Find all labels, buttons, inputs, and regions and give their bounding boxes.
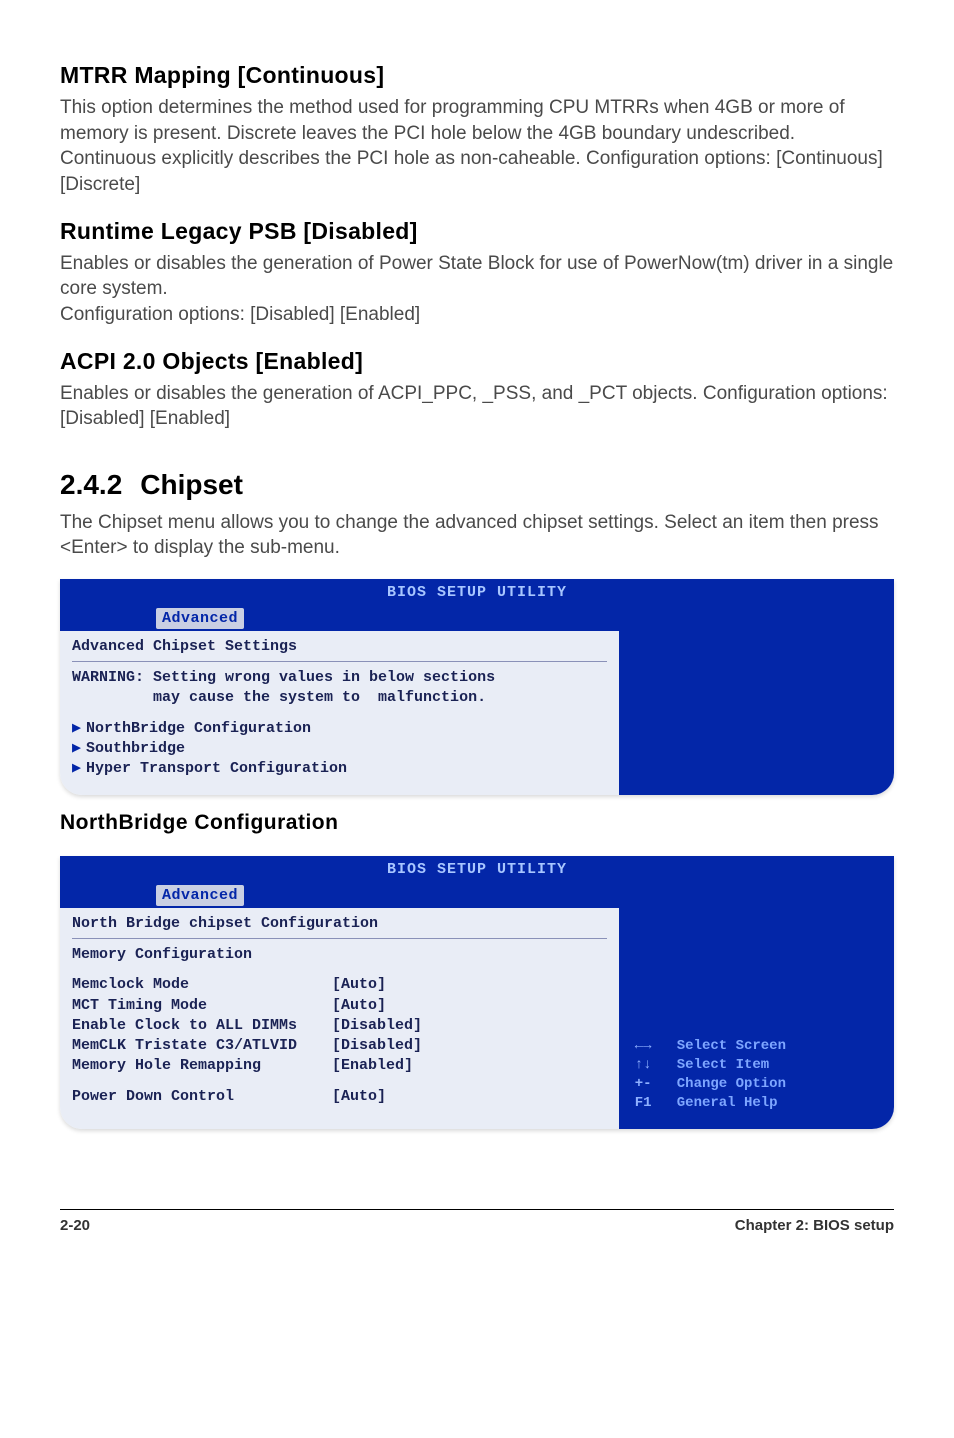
- bios-panel-heading: North Bridge chipset Configuration: [72, 914, 607, 934]
- chapter-heading: 2.4.2 Chipset: [60, 466, 894, 504]
- bios-right-panel: [619, 631, 894, 796]
- bios-left-panel: North Bridge chipset Configuration Memor…: [60, 908, 619, 1129]
- chapter-title: Chipset: [140, 469, 243, 500]
- body-runtime: Enables or disables the generation of Po…: [60, 251, 894, 328]
- setting-value: [Enabled]: [332, 1057, 413, 1074]
- help-key: +-: [635, 1075, 663, 1094]
- setting-label: Memory Hole Remapping: [72, 1056, 332, 1076]
- bios-setting-row[interactable]: Memory Hole Remapping[Enabled]: [72, 1056, 607, 1076]
- footer-chapter: Chapter 2: BIOS setup: [735, 1216, 894, 1236]
- divider: [72, 938, 607, 939]
- bios-setting-row[interactable]: Memclock Mode[Auto]: [72, 975, 607, 995]
- bios-panel-heading: Advanced Chipset Settings: [72, 637, 607, 657]
- menu-item-label: NorthBridge Configuration: [86, 720, 311, 737]
- triangle-icon: ▶: [72, 739, 86, 759]
- bios-setting-row[interactable]: MCT Timing Mode[Auto]: [72, 996, 607, 1016]
- chapter-number: 2.4.2: [60, 469, 122, 500]
- help-label: Select Screen: [677, 1037, 880, 1056]
- help-key: ←→: [635, 1037, 663, 1056]
- tab-advanced[interactable]: Advanced: [156, 608, 244, 629]
- setting-label: MemCLK Tristate C3/ATLVID: [72, 1036, 332, 1056]
- chapter-body: The Chipset menu allows you to change th…: [60, 510, 894, 561]
- bios-header: BIOS SETUP UTILITY Advanced: [60, 856, 894, 908]
- bios-setting-row[interactable]: MemCLK Tristate C3/ATLVID[Disabled]: [72, 1036, 607, 1056]
- menu-item-label: Southbridge: [86, 740, 185, 757]
- bios-group-heading: Memory Configuration: [72, 945, 607, 965]
- body-acpi: Enables or disables the generation of AC…: [60, 381, 894, 432]
- bios-box-northbridge: BIOS SETUP UTILITY Advanced North Bridge…: [60, 856, 894, 1129]
- setting-value: [Disabled]: [332, 1017, 422, 1034]
- subheading-northbridge: NorthBridge Configuration: [60, 809, 894, 837]
- setting-label: Enable Clock to ALL DIMMs: [72, 1016, 332, 1036]
- divider: [72, 661, 607, 662]
- help-label: Change Option: [677, 1075, 880, 1094]
- bios-menu-item[interactable]: ▶NorthBridge Configuration: [72, 719, 607, 739]
- help-label: Select Item: [677, 1056, 880, 1075]
- setting-value: [Disabled]: [332, 1037, 422, 1054]
- setting-value: [Auto]: [332, 976, 386, 993]
- bios-menu-item[interactable]: ▶Southbridge: [72, 739, 607, 759]
- help-key: ↑↓: [635, 1056, 663, 1075]
- setting-value: [Auto]: [332, 1088, 386, 1105]
- setting-value: [Auto]: [332, 997, 386, 1014]
- bios-warning-1: WARNING: Setting wrong values in below s…: [72, 668, 607, 688]
- bios-right-panel: ←→ Select Screen ↑↓ Select Item +- Change O…: [619, 908, 894, 1129]
- bios-title: BIOS SETUP UTILITY: [60, 583, 894, 603]
- heading-runtime: Runtime Legacy PSB [Disabled]: [60, 216, 894, 247]
- bios-title: BIOS SETUP UTILITY: [60, 860, 894, 880]
- bios-setting-row[interactable]: Power Down Control[Auto]: [72, 1087, 607, 1107]
- help-key: F1: [635, 1094, 663, 1113]
- page-footer: 2-20 Chapter 2: BIOS setup: [60, 1209, 894, 1236]
- bios-setting-row[interactable]: Enable Clock to ALL DIMMs[Disabled]: [72, 1016, 607, 1036]
- bios-menu-item[interactable]: ▶Hyper Transport Configuration: [72, 759, 607, 779]
- help-label: General Help: [677, 1094, 880, 1113]
- setting-label: MCT Timing Mode: [72, 996, 332, 1016]
- triangle-icon: ▶: [72, 719, 86, 739]
- setting-label: Memclock Mode: [72, 975, 332, 995]
- bios-help: ←→ Select Screen ↑↓ Select Item +- Change O…: [635, 1037, 880, 1113]
- setting-label: Power Down Control: [72, 1087, 332, 1107]
- heading-mtrr: MTRR Mapping [Continuous]: [60, 60, 894, 91]
- triangle-icon: ▶: [72, 759, 86, 779]
- bios-warning-2: may cause the system to malfunction.: [72, 688, 607, 708]
- menu-item-label: Hyper Transport Configuration: [86, 760, 347, 777]
- bios-left-panel: Advanced Chipset Settings WARNING: Setti…: [60, 631, 619, 796]
- bios-header: BIOS SETUP UTILITY Advanced: [60, 579, 894, 631]
- heading-acpi: ACPI 2.0 Objects [Enabled]: [60, 346, 894, 377]
- page-number: 2-20: [60, 1216, 90, 1236]
- tab-advanced[interactable]: Advanced: [156, 885, 244, 906]
- bios-box-chipset: BIOS SETUP UTILITY Advanced Advanced Chi…: [60, 579, 894, 796]
- body-mtrr: This option determines the method used f…: [60, 95, 894, 198]
